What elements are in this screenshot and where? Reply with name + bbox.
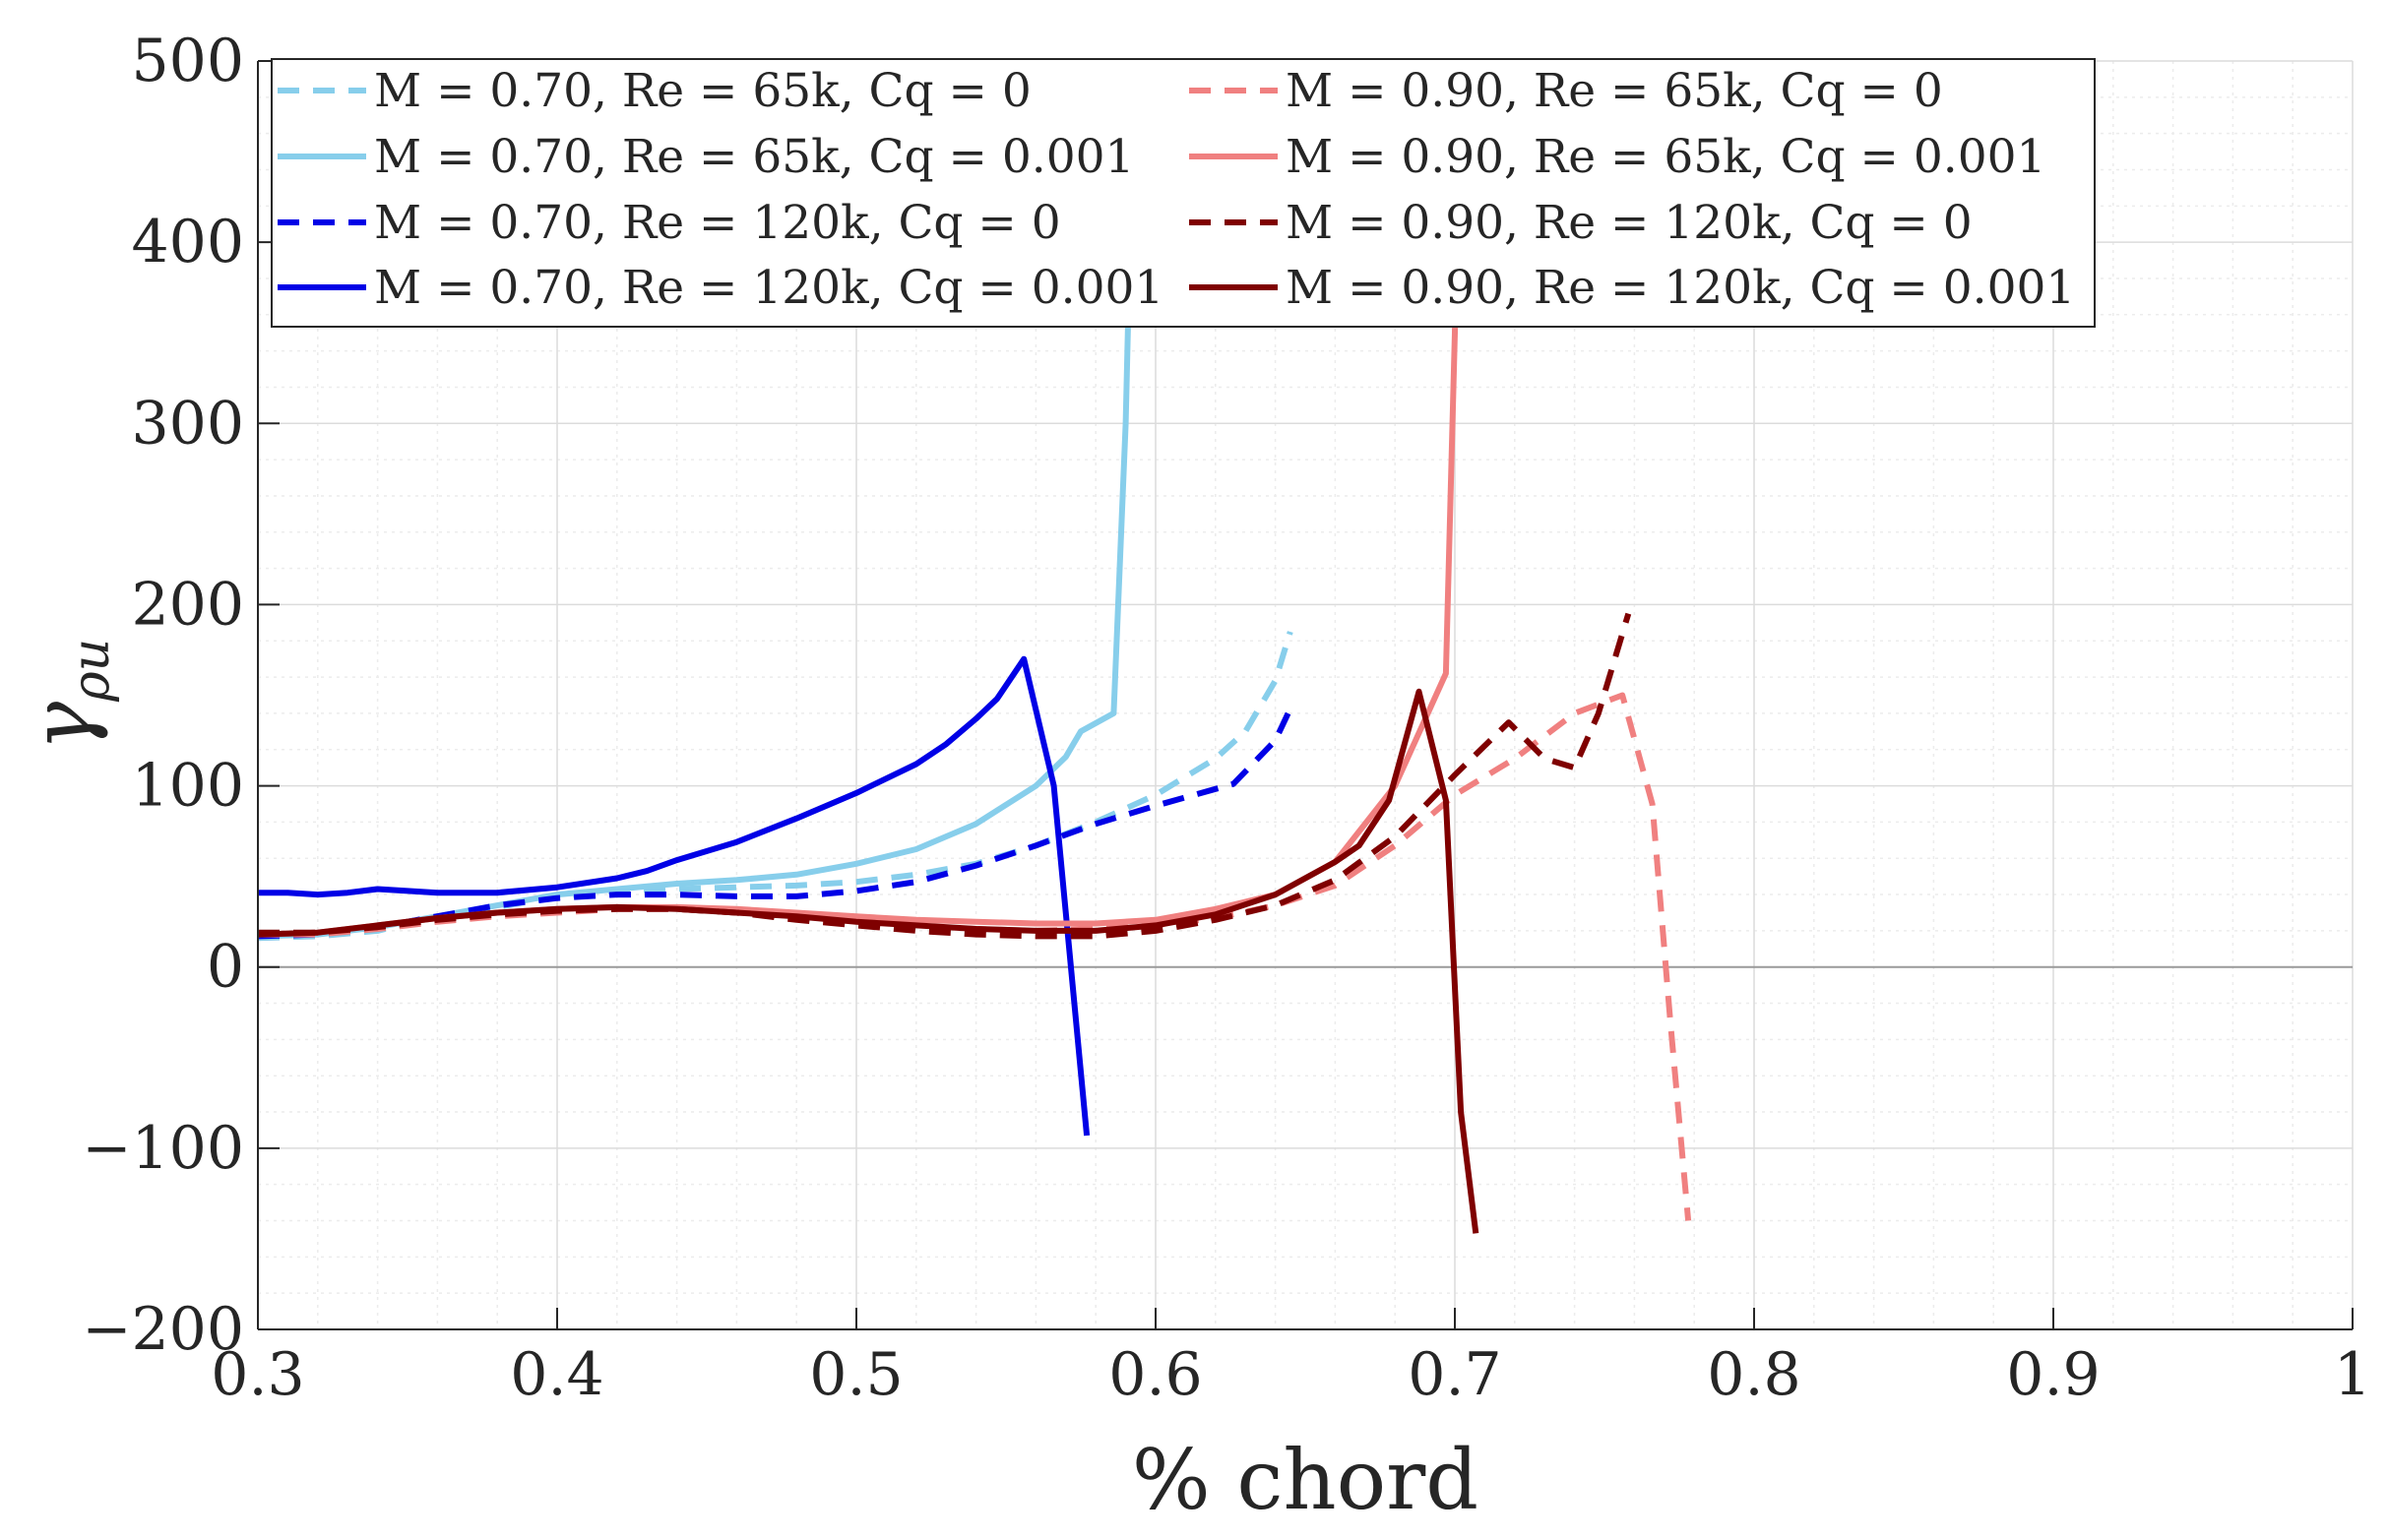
legend-label: M = 0.70, Re = 120k, Cq = 0.001 bbox=[374, 261, 1163, 315]
x-tick-label: 1 bbox=[2334, 1340, 2371, 1409]
y-tick-label: 0 bbox=[207, 933, 244, 1002]
series-lines bbox=[258, 61, 1692, 1234]
x-axis-label: % chord bbox=[1132, 1432, 1478, 1528]
x-tick-label: 0.4 bbox=[510, 1340, 603, 1409]
legend-label: M = 0.70, Re = 120k, Cq = 0 bbox=[374, 196, 1061, 250]
y-axis-label-symbol: γ bbox=[14, 701, 110, 751]
legend-box bbox=[271, 58, 2096, 328]
x-tick-labels: 0.3 0.4 0.5 0.6 0.7 0.8 0.9 1 bbox=[211, 1340, 2371, 1409]
legend-label: M = 0.70, Re = 65k, Cq = 0.001 bbox=[374, 130, 1134, 184]
y-axis-label-subscript: ρu bbox=[62, 639, 121, 703]
axes bbox=[257, 60, 2354, 1330]
legend-label: M = 0.90, Re = 120k, Cq = 0.001 bbox=[1286, 261, 2075, 315]
legend-label: M = 0.70, Re = 65k, Cq = 0 bbox=[374, 64, 1032, 118]
y-tick-label: 300 bbox=[131, 389, 244, 458]
legend-label: M = 0.90, Re = 65k, Cq = 0 bbox=[1286, 64, 1943, 118]
legend-label: M = 0.90, Re = 120k, Cq = 0 bbox=[1286, 196, 1973, 250]
svg-text:γρu: γρu bbox=[14, 639, 121, 751]
y-tick-label: 100 bbox=[131, 752, 244, 821]
x-tick-label: 0.5 bbox=[809, 1340, 903, 1409]
x-tick-label: 0.3 bbox=[211, 1340, 304, 1409]
legend-label: M = 0.90, Re = 65k, Cq = 0.001 bbox=[1286, 130, 2045, 184]
x-tick-label: 0.6 bbox=[1108, 1340, 1202, 1409]
y-tick-label: −200 bbox=[82, 1295, 244, 1364]
series-line-4 bbox=[258, 655, 1091, 1137]
y-tick-labels: −200 −100 0 100 200 300 400 500 bbox=[82, 27, 244, 1364]
x-tick-label: 0.9 bbox=[2006, 1340, 2100, 1409]
x-tick-label: 0.7 bbox=[1408, 1340, 1501, 1409]
y-tick-label: 200 bbox=[131, 570, 244, 639]
y-tick-label: 500 bbox=[131, 27, 244, 95]
y-tick-label: 400 bbox=[131, 208, 244, 277]
x-tick-label: 0.8 bbox=[1707, 1340, 1800, 1409]
y-tick-label: −100 bbox=[82, 1114, 244, 1183]
legend: M = 0.70, Re = 65k, Cq = 0 M = 0.70, Re =… bbox=[271, 58, 2096, 328]
series-line-8 bbox=[258, 688, 1479, 1234]
y-axis-label: γρu bbox=[14, 639, 121, 751]
